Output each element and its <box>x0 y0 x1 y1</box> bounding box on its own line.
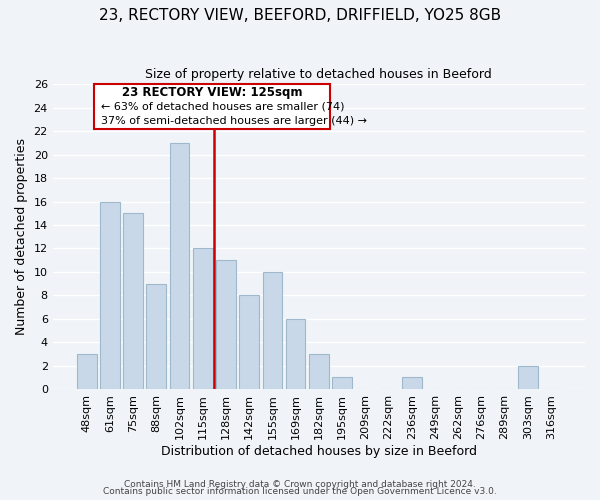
Bar <box>193 248 212 389</box>
Y-axis label: Number of detached properties: Number of detached properties <box>15 138 28 335</box>
Bar <box>239 296 259 389</box>
Bar <box>263 272 282 389</box>
Bar <box>146 284 166 389</box>
Title: Size of property relative to detached houses in Beeford: Size of property relative to detached ho… <box>145 68 492 80</box>
Bar <box>518 366 538 389</box>
Text: Contains public sector information licensed under the Open Government Licence v3: Contains public sector information licen… <box>103 487 497 496</box>
Bar <box>286 318 305 389</box>
Text: ← 63% of detached houses are smaller (74): ← 63% of detached houses are smaller (74… <box>101 102 344 112</box>
Bar <box>216 260 236 389</box>
Bar <box>402 377 422 389</box>
FancyBboxPatch shape <box>94 84 331 129</box>
Bar <box>100 202 120 389</box>
X-axis label: Distribution of detached houses by size in Beeford: Distribution of detached houses by size … <box>161 444 477 458</box>
Text: 23 RECTORY VIEW: 125sqm: 23 RECTORY VIEW: 125sqm <box>122 86 302 99</box>
Bar <box>309 354 329 389</box>
Text: 37% of semi-detached houses are larger (44) →: 37% of semi-detached houses are larger (… <box>101 116 367 126</box>
Text: Contains HM Land Registry data © Crown copyright and database right 2024.: Contains HM Land Registry data © Crown c… <box>124 480 476 489</box>
Bar <box>170 143 190 389</box>
Text: 23, RECTORY VIEW, BEEFORD, DRIFFIELD, YO25 8GB: 23, RECTORY VIEW, BEEFORD, DRIFFIELD, YO… <box>99 8 501 22</box>
Bar <box>77 354 97 389</box>
Bar <box>123 214 143 389</box>
Bar <box>332 377 352 389</box>
